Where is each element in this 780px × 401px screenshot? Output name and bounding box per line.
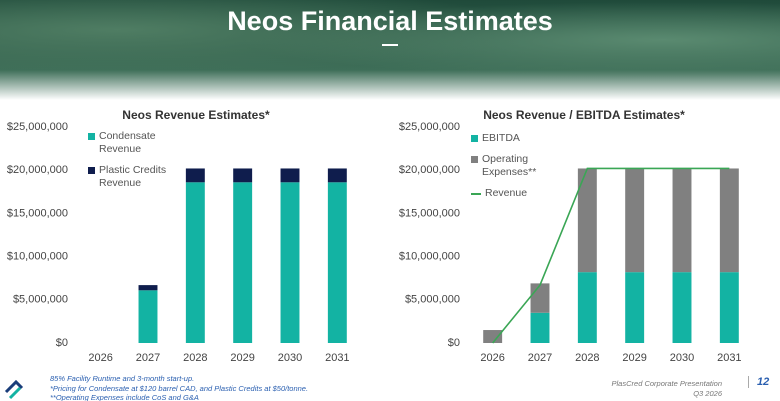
bar-segment	[625, 272, 645, 343]
y-tick-label: $10,000,000	[399, 251, 460, 263]
y-tick-label: $5,000,000	[405, 294, 460, 306]
legend-item: Condensate Revenue	[88, 130, 178, 156]
bar-segment	[138, 285, 158, 291]
bar-segment	[327, 182, 347, 343]
legend: Condensate Revenue Plastic Credits Revenu…	[88, 130, 178, 190]
legend-item: EBITDA	[471, 132, 561, 145]
x-tick-label: 2026	[480, 352, 504, 364]
page-number: 12	[748, 376, 769, 388]
x-tick-label: 2026	[88, 352, 112, 364]
bar-segment	[672, 168, 692, 273]
bar-segment	[719, 272, 739, 343]
bar-segment	[530, 283, 550, 313]
bar-segment	[577, 272, 597, 343]
bar-segment	[138, 290, 158, 343]
legend: EBITDA Operating Expenses** Revenue	[471, 132, 561, 200]
y-tick-label: $10,000,000	[7, 251, 68, 263]
bar-segment	[280, 168, 300, 183]
x-tick-label: 2029	[622, 352, 646, 364]
y-tick-label: $0	[56, 337, 68, 349]
x-tick-label: 2031	[325, 352, 349, 364]
bar-segment	[577, 168, 597, 273]
x-tick-label: 2030	[278, 352, 302, 364]
legend-label: EBITDA	[482, 132, 520, 144]
footnote: *Pricing for Condensate at $120 barrel C…	[50, 383, 309, 393]
x-tick-label: 2030	[670, 352, 694, 364]
legend-item: Plastic Credits Revenue	[88, 164, 178, 190]
x-tick-label: 2031	[717, 352, 741, 364]
x-tick-label: 2029	[230, 352, 254, 364]
bar-segment	[280, 182, 300, 343]
legend-swatch	[471, 156, 478, 163]
y-tick-label: $25,000,000	[7, 121, 68, 133]
legend-label: Revenue	[485, 187, 528, 199]
legend-item: Operating Expenses**	[471, 153, 561, 179]
chart-title: Neos Revenue Estimates*	[122, 108, 270, 122]
legend-swatch	[471, 193, 481, 195]
x-tick-label: 2027	[136, 352, 160, 364]
y-tick-label: $15,000,000	[7, 207, 68, 219]
y-tick-label: $15,000,000	[399, 207, 460, 219]
banner	[0, 0, 780, 100]
slide-title: Neos Financial Estimates	[227, 6, 553, 36]
x-tick-label: 2028	[575, 352, 599, 364]
x-tick-label: 2027	[528, 352, 552, 364]
legend-item: Revenue	[471, 187, 561, 200]
bar-segment	[185, 168, 205, 183]
line	[492, 167, 730, 344]
legend-swatch	[88, 167, 95, 174]
bar-segment	[625, 168, 645, 273]
chart-title: Neos Revenue / EBITDA Estimates*	[483, 108, 685, 122]
y-tick-label: $0	[448, 337, 460, 349]
legend-label: Condensate Revenue	[99, 130, 156, 155]
bar-segment	[327, 168, 347, 183]
bar-segment	[185, 182, 205, 343]
bar-segment	[672, 272, 692, 343]
footnotes: 85% Facility Runtime and 3-month start-u…	[50, 374, 308, 401]
y-tick-label: $20,000,000	[7, 164, 68, 176]
x-tick-label: 2028	[183, 352, 207, 364]
bar-segment	[233, 182, 253, 343]
y-tick-label: $25,000,000	[399, 121, 460, 133]
title-underline	[382, 44, 398, 46]
y-tick-label: $5,000,000	[13, 294, 68, 306]
bar-segment	[483, 330, 503, 343]
bar-segment	[719, 168, 739, 273]
bar-segment	[530, 312, 550, 343]
footnote: **Operating Expenses include CoS and G&A	[50, 393, 199, 401]
bar-segment	[233, 168, 253, 183]
footnote: 85% Facility Runtime and 3-month start-u…	[50, 374, 195, 383]
legend-swatch	[88, 133, 95, 140]
legend-label: Operating Expenses**	[482, 153, 537, 178]
footer-info: PlasCred Corporate Presentation Q3 2026	[612, 379, 722, 399]
date: Q3 2026	[693, 389, 722, 398]
company: PlasCred Corporate Presentation	[611, 379, 722, 388]
logo	[4, 379, 24, 400]
legend-swatch	[471, 135, 478, 142]
y-tick-label: $20,000,000	[399, 164, 460, 176]
legend-label: Plastic Credits Revenue	[99, 164, 167, 189]
